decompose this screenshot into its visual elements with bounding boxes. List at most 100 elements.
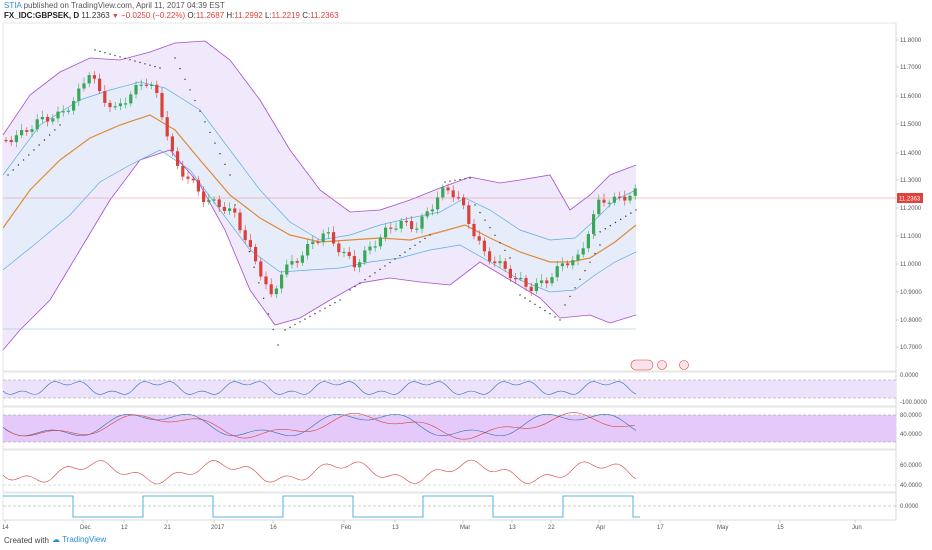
candle-body[interactable]: [139, 84, 143, 86]
candle-body[interactable]: [40, 116, 44, 120]
candle-body[interactable]: [441, 187, 445, 198]
candle-body[interactable]: [472, 223, 476, 237]
candle-body[interactable]: [222, 206, 226, 211]
candle-body[interactable]: [555, 266, 559, 278]
candle-body[interactable]: [269, 284, 273, 295]
candle-body[interactable]: [352, 256, 356, 268]
candle-body[interactable]: [61, 111, 65, 113]
candle-body[interactable]: [316, 241, 320, 243]
candle-body[interactable]: [508, 268, 512, 279]
candle-body[interactable]: [566, 263, 570, 266]
candle-body[interactable]: [124, 103, 128, 105]
candle-body[interactable]: [462, 197, 466, 206]
candle-body[interactable]: [51, 118, 55, 122]
candle-body[interactable]: [254, 246, 258, 262]
oscillator-pane-4[interactable]: [2, 492, 897, 521]
candle-body[interactable]: [202, 191, 206, 203]
candle-body[interactable]: [4, 140, 8, 142]
candle-body[interactable]: [425, 211, 429, 217]
candle-body[interactable]: [477, 236, 481, 241]
candle-body[interactable]: [410, 221, 414, 230]
candle-body[interactable]: [451, 190, 455, 198]
candle-body[interactable]: [77, 88, 81, 101]
event-marker[interactable]: [679, 360, 689, 370]
candle-body[interactable]: [243, 230, 247, 241]
candle-body[interactable]: [238, 212, 242, 231]
candle-body[interactable]: [103, 91, 107, 103]
candle-body[interactable]: [129, 94, 133, 104]
candle-body[interactable]: [373, 246, 377, 248]
candle-body[interactable]: [311, 241, 315, 244]
candle-body[interactable]: [259, 261, 263, 277]
candle-body[interactable]: [248, 240, 252, 247]
candle-body[interactable]: [191, 178, 195, 181]
candle-body[interactable]: [170, 136, 174, 152]
event-markers[interactable]: [630, 359, 689, 371]
candle-body[interactable]: [87, 75, 91, 84]
candle-body[interactable]: [389, 227, 393, 229]
candle-body[interactable]: [332, 232, 336, 244]
candle-body[interactable]: [467, 205, 471, 224]
candle-body[interactable]: [337, 243, 341, 253]
candle-body[interactable]: [181, 165, 185, 177]
candle-body[interactable]: [326, 232, 330, 234]
candle-body[interactable]: [488, 251, 492, 262]
candle-body[interactable]: [144, 84, 148, 86]
price-axis[interactable]: 11.8000 11.7000 11.6000 11.5000 11.4000 11.30…: [896, 38, 922, 351]
candle-body[interactable]: [321, 233, 325, 243]
candle-body[interactable]: [280, 274, 284, 289]
candle-body[interactable]: [560, 263, 564, 267]
event-marker[interactable]: [657, 360, 667, 370]
candle-body[interactable]: [633, 188, 637, 196]
candle-body[interactable]: [207, 199, 211, 203]
candle-body[interactable]: [363, 250, 367, 263]
candle-body[interactable]: [14, 135, 18, 143]
candle-body[interactable]: [399, 220, 403, 229]
candle-body[interactable]: [482, 240, 486, 252]
candle-body[interactable]: [404, 220, 408, 223]
candle-body[interactable]: [108, 102, 112, 108]
oscillator-pane-3[interactable]: [2, 449, 897, 493]
candle-body[interactable]: [503, 261, 507, 269]
candle-body[interactable]: [306, 243, 310, 256]
candle-body[interactable]: [618, 196, 622, 198]
candle-body[interactable]: [529, 286, 533, 292]
candle-body[interactable]: [524, 277, 528, 287]
candle-body[interactable]: [612, 196, 616, 203]
candle-body[interactable]: [394, 228, 398, 230]
candle-body[interactable]: [290, 261, 294, 265]
candle-body[interactable]: [581, 248, 585, 255]
candle-body[interactable]: [155, 84, 159, 94]
candle-body[interactable]: [534, 283, 538, 292]
candle-body[interactable]: [264, 276, 268, 285]
candle-body[interactable]: [295, 261, 299, 263]
candlestick-series[interactable]: [4, 71, 637, 299]
candle-body[interactable]: [186, 176, 190, 179]
candle-body[interactable]: [586, 234, 590, 249]
candle-body[interactable]: [30, 129, 34, 132]
candle-body[interactable]: [446, 187, 450, 191]
candle-body[interactable]: [420, 216, 424, 229]
candle-body[interactable]: [9, 140, 13, 143]
candle-body[interactable]: [176, 151, 180, 166]
candle-body[interactable]: [113, 106, 117, 108]
candle-body[interactable]: [456, 197, 460, 199]
candle-body[interactable]: [623, 196, 627, 201]
candle-body[interactable]: [358, 262, 362, 268]
candle-body[interactable]: [212, 199, 216, 201]
candle-body[interactable]: [607, 202, 611, 204]
candle-body[interactable]: [540, 280, 544, 284]
candle-body[interactable]: [498, 261, 502, 264]
candle-body[interactable]: [514, 278, 518, 280]
candle-body[interactable]: [98, 78, 102, 92]
candle-body[interactable]: [430, 209, 434, 212]
candle-body[interactable]: [72, 100, 76, 111]
candle-body[interactable]: [347, 251, 351, 257]
candle-body[interactable]: [550, 277, 554, 284]
candle-body[interactable]: [519, 277, 523, 280]
author-link[interactable]: STIA: [4, 1, 22, 10]
candle-body[interactable]: [602, 199, 606, 203]
candle-body[interactable]: [545, 280, 549, 284]
candle-body[interactable]: [342, 251, 346, 254]
